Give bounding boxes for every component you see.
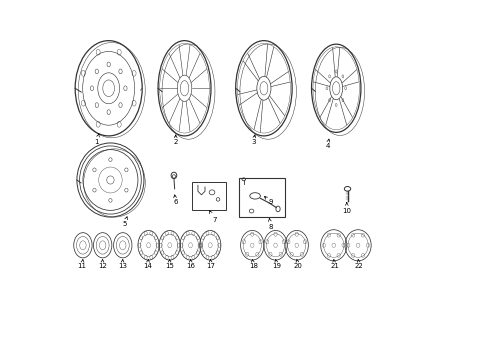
Text: 12: 12 — [98, 260, 106, 269]
Text: 19: 19 — [272, 260, 281, 269]
Text: 17: 17 — [206, 260, 215, 269]
Text: 8: 8 — [268, 219, 273, 230]
Text: 11: 11 — [78, 260, 86, 269]
Text: 7: 7 — [209, 211, 216, 223]
Text: 20: 20 — [293, 260, 302, 269]
Text: 2: 2 — [173, 135, 178, 145]
Text: 10: 10 — [342, 202, 350, 214]
Bar — [192, 182, 225, 210]
Text: 1: 1 — [94, 134, 99, 145]
Text: 18: 18 — [248, 260, 257, 269]
Text: 6: 6 — [173, 195, 178, 206]
Text: 16: 16 — [186, 260, 195, 269]
Text: 5: 5 — [122, 217, 127, 226]
Text: 3: 3 — [250, 135, 255, 145]
Text: 15: 15 — [164, 260, 173, 269]
Text: 22: 22 — [354, 260, 363, 269]
Text: 9: 9 — [264, 197, 273, 206]
Text: 14: 14 — [143, 260, 152, 269]
Text: 21: 21 — [329, 260, 338, 269]
Text: 13: 13 — [118, 260, 127, 269]
Bar — [239, 178, 285, 217]
Text: 4: 4 — [325, 139, 329, 149]
